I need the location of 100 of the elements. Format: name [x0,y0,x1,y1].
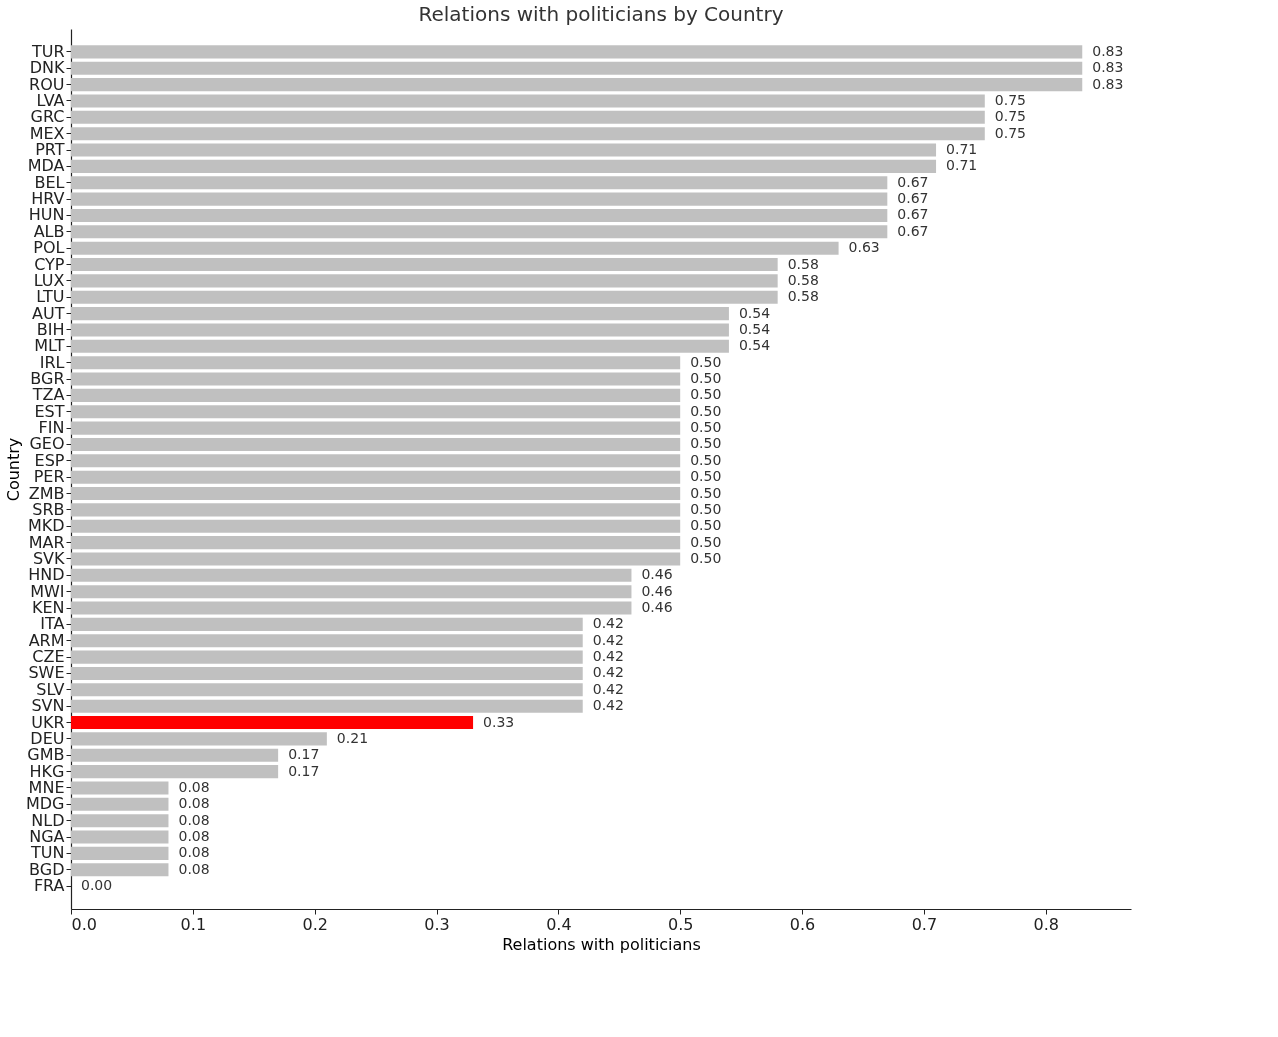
data-label: 0.54 [738,304,771,321]
data-label: 0.54 [738,337,771,354]
data-label: 0.42 [592,697,624,714]
bar [71,192,888,206]
data-label: 0.71 [946,141,978,158]
data-label: 0.46 [641,599,673,616]
bar [71,421,681,435]
x-axis-title: Relations with politicians [502,934,701,954]
data-label: 0.17 [288,762,320,779]
data-label: 0.21 [336,729,369,746]
bar [71,568,632,582]
data-label: 0.08 [178,860,210,877]
data-label: 0.17 [288,746,320,763]
x-tick-label: 0.8 [1033,914,1059,934]
data-label: 0.42 [592,631,624,648]
bar [71,78,1083,92]
data-label: 0.50 [690,353,722,370]
bar [71,290,778,304]
x-tick-label: 0.7 [911,914,938,934]
data-label: 0.50 [690,419,722,436]
bar [71,846,169,860]
bar [71,650,583,664]
data-label: 0.83 [1092,75,1124,92]
data-label: 0.42 [592,615,624,632]
data-label: 0.08 [178,828,210,845]
y-tick-label: TUR [30,41,65,61]
data-label: 0.50 [690,386,722,403]
bar [71,225,888,239]
bar [71,143,937,157]
bar [71,437,681,452]
data-label: 0.75 [994,124,1026,141]
x-tick-label: 0.6 [789,914,816,934]
bar [71,176,888,190]
bar [71,356,681,370]
data-label: 0.75 [994,91,1026,108]
data-label: 0.46 [641,582,673,599]
bar [71,94,985,108]
data-label: 0.00 [81,877,113,894]
data-label: 0.67 [897,173,929,190]
bar [71,61,1083,75]
x-tick-label: 0.4 [546,914,572,934]
x-tick-label: 0.1 [180,914,207,934]
bar [71,45,1083,59]
data-label: 0.50 [690,468,722,485]
data-label: 0.42 [592,648,624,665]
bar [71,699,583,713]
bar [71,159,937,173]
bar [71,715,474,730]
bar [71,454,681,468]
data-label: 0.58 [787,255,819,272]
bar [71,601,632,615]
bar [71,765,279,779]
bar [71,797,169,811]
data-label: 0.08 [178,778,210,795]
bar [71,241,839,255]
bar [71,634,583,648]
bar [71,830,169,844]
bar [71,585,632,599]
data-label: 0.71 [946,157,978,174]
bar [71,863,169,877]
data-label: 0.75 [994,108,1026,125]
data-label: 0.54 [738,320,771,337]
data-label: 0.42 [592,664,624,681]
bar [71,208,888,223]
bar [71,470,681,484]
bar [71,339,729,353]
bar [71,519,681,533]
bar [71,388,681,402]
data-label: 0.33 [483,713,515,730]
data-label: 0.50 [690,517,722,534]
bar [71,323,729,337]
bar [71,617,583,631]
y-axis-title: Country [3,437,23,502]
data-label: 0.50 [690,533,722,550]
bar [71,781,169,795]
bar [71,110,985,124]
chart-title: Relations with politicians by Country [418,2,784,26]
data-label: 0.42 [592,680,624,697]
data-label: 0.50 [690,484,722,501]
bar [71,552,681,566]
data-label: 0.50 [690,370,722,387]
data-label: 0.50 [690,451,722,468]
data-label: 0.50 [690,435,722,452]
y-tick-label: FRA [33,876,65,896]
data-label: 0.63 [848,239,880,256]
data-label: 0.50 [690,549,722,566]
x-tick-label: 0.3 [424,914,450,934]
bar [71,372,681,386]
data-label: 0.08 [178,795,210,812]
data-label: 0.46 [641,566,673,583]
bar [71,503,681,517]
bar [71,405,681,419]
data-label: 0.83 [1092,42,1124,59]
data-label: 0.08 [178,844,210,861]
bar [71,486,681,501]
data-label: 0.83 [1092,59,1124,76]
data-label: 0.08 [178,811,210,828]
bar [71,732,327,746]
data-label: 0.58 [787,288,819,305]
data-label: 0.67 [897,206,929,223]
